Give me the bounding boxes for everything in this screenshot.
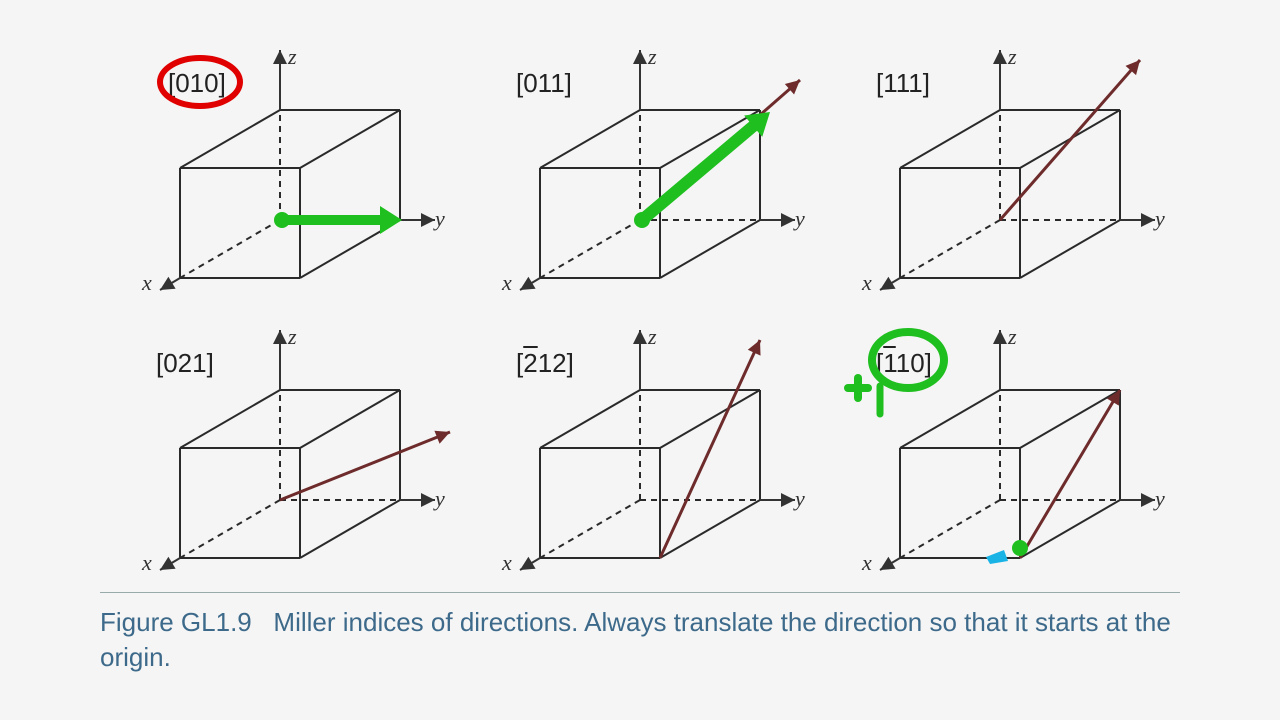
unit-cell-c010: [010] x y z — [100, 20, 460, 300]
axis-z-label: z — [648, 324, 657, 350]
diagram-grid: [010] x y z [011] x y z [111] x y z [021] x y z [212] x y z… — [100, 20, 1180, 580]
unit-cell-c011: [011] x y z — [460, 20, 820, 300]
axis-y-label: y — [1155, 486, 1165, 512]
page: [010] x y z [011] x y z [111] x y z [021] x y z [212] x y z… — [0, 0, 1280, 720]
figure-label: Figure GL1.9 — [100, 607, 252, 637]
axis-x-label: x — [142, 270, 152, 296]
miller-label: [010] — [168, 68, 226, 99]
axis-y-label: y — [795, 486, 805, 512]
figure-caption: Figure GL1.9 Miller indices of direction… — [100, 605, 1180, 675]
unit-cell-c111: [111] x y z — [820, 20, 1180, 300]
axis-y-label: y — [795, 206, 805, 232]
figure-text: Miller indices of directions. Always tra… — [100, 607, 1171, 672]
axis-z-label: z — [1008, 324, 1017, 350]
cube-svg — [100, 20, 460, 300]
miller-label: [021] — [156, 348, 214, 379]
cube-svg — [460, 20, 820, 300]
axis-x-label: x — [862, 270, 872, 296]
axis-z-label: z — [648, 44, 657, 70]
axis-x-label: x — [502, 550, 512, 576]
cube-svg — [820, 20, 1180, 300]
axis-z-label: z — [288, 44, 297, 70]
caption-rule — [100, 592, 1180, 593]
miller-label: [110] — [876, 348, 932, 379]
axis-z-label: z — [1008, 44, 1017, 70]
miller-label: [111] — [876, 68, 930, 99]
axis-x-label: x — [862, 550, 872, 576]
unit-cell-c021: [021] x y z — [100, 300, 460, 580]
axis-y-label: y — [435, 486, 445, 512]
axis-x-label: x — [502, 270, 512, 296]
cube-svg — [100, 300, 460, 580]
axis-x-label: x — [142, 550, 152, 576]
miller-label: [011] — [516, 68, 572, 99]
axis-y-label: y — [1155, 206, 1165, 232]
unit-cell-c212: [212] x y z — [460, 300, 820, 580]
miller-label: [212] — [516, 348, 574, 379]
cube-svg — [460, 300, 820, 580]
unit-cell-c110: [110] x y z — [820, 300, 1180, 580]
axis-z-label: z — [288, 324, 297, 350]
cube-svg — [820, 300, 1180, 580]
axis-y-label: y — [435, 206, 445, 232]
